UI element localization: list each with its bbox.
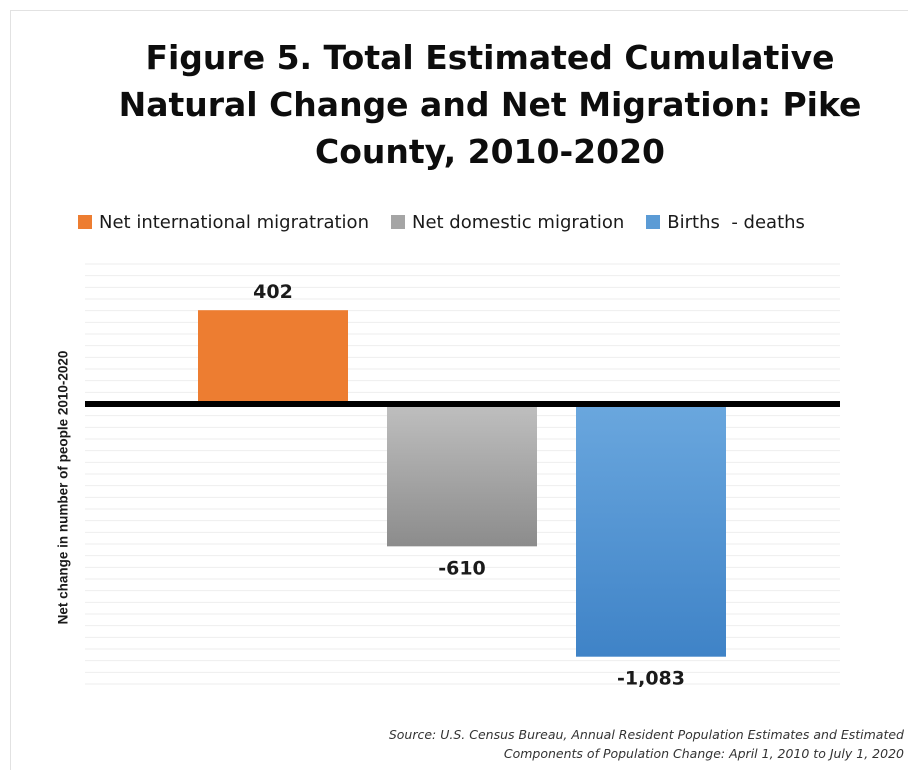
- bar-1: [198, 310, 348, 404]
- legend-swatch-international: [78, 215, 92, 229]
- legend-item-domestic: Net domestic migration: [390, 211, 625, 233]
- legend-item-international: Net international migratration: [78, 212, 369, 233]
- bar-value-label-1: 402: [253, 281, 293, 303]
- legend-label-births-deaths: Births - deaths: [667, 211, 805, 233]
- bar-value-label-3: -1,083: [617, 668, 685, 690]
- source-note: Source: U.S. Census Bureau, Annual Resid…: [388, 727, 904, 761]
- chart-title: Figure 5. Total Estimated Cumulative Nat…: [118, 38, 862, 171]
- legend-swatch-domestic: [390, 215, 405, 229]
- chart-legend: Net international migratration Net domes…: [78, 209, 805, 235]
- chart-frame: [10, 10, 908, 770]
- legend-label-international: Net international migratration: [99, 211, 369, 233]
- legend-label-domestic: Net domestic migration: [411, 211, 625, 233]
- bar-value-label-2: -610: [438, 557, 486, 579]
- legend-item-births-deaths: Births - deaths: [646, 212, 805, 233]
- bar-3: [576, 404, 726, 657]
- bar-2: [387, 404, 537, 547]
- legend-swatch-births-deaths: [646, 215, 661, 229]
